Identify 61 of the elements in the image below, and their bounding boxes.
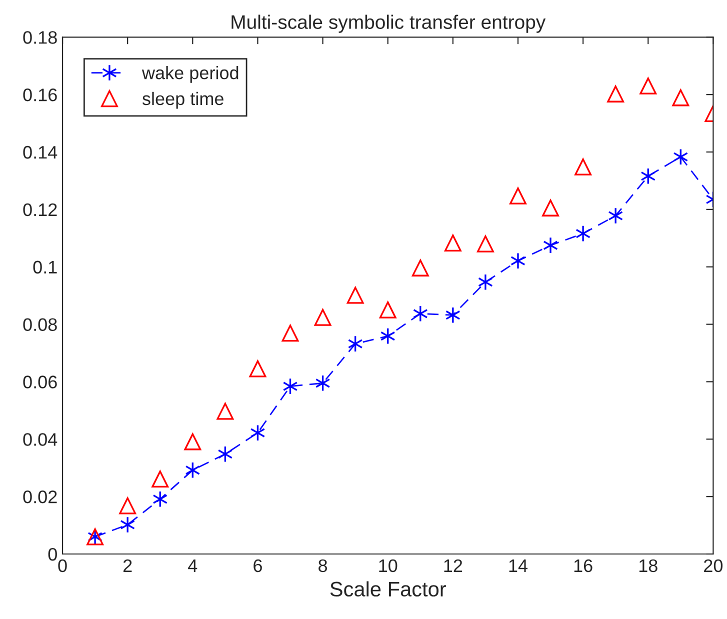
y-tick-label: 0 — [48, 548, 57, 561]
point — [152, 490, 168, 508]
y-tick-label: 0.04 — [23, 433, 58, 446]
point — [672, 89, 690, 106]
point — [250, 424, 266, 442]
legend-label: sleep time — [142, 92, 224, 109]
point — [445, 306, 460, 324]
point — [543, 236, 558, 254]
point — [152, 470, 169, 488]
point — [119, 497, 136, 514]
y-tick-label: 0.06 — [23, 376, 57, 388]
point — [510, 252, 526, 270]
point — [608, 207, 624, 224]
x-axis-title: Scale Factor — [330, 581, 446, 597]
y-tick-label: 0.02 — [23, 490, 57, 504]
point — [120, 516, 136, 534]
x-tick-label: 2 — [123, 559, 132, 572]
point — [478, 274, 493, 291]
point — [314, 308, 332, 326]
chart-title: Multi-scale symbolic transfer entropy — [232, 14, 546, 33]
point — [379, 301, 396, 318]
x-tick-label: 8 — [318, 559, 328, 572]
y-tick-label: 0.08 — [23, 318, 57, 332]
point — [574, 158, 592, 176]
y-tick-label: 0.1 — [33, 260, 57, 274]
point — [218, 446, 233, 463]
point — [640, 168, 656, 185]
legend-label: wake period — [142, 66, 238, 83]
x-tick-label: 10 — [379, 559, 398, 572]
x-tick-label: 4 — [188, 560, 198, 572]
x-tick-label: 14 — [509, 560, 528, 572]
point — [640, 77, 657, 94]
point — [185, 462, 200, 479]
x-tick-label: 20 — [704, 559, 723, 572]
point — [380, 328, 396, 345]
point — [412, 305, 428, 322]
y-tick-label: 0.18 — [23, 31, 57, 44]
x-tick-label: 6 — [254, 559, 262, 572]
x-tick-label: 18 — [639, 559, 658, 572]
point — [673, 148, 688, 166]
point — [576, 225, 591, 242]
y-tick-label: 0.14 — [23, 146, 58, 159]
point — [249, 360, 266, 378]
point — [476, 235, 494, 252]
point — [184, 433, 202, 450]
point — [607, 86, 624, 102]
x-tick-label: 16 — [574, 559, 592, 572]
point — [348, 335, 363, 352]
x-tick-label: 12 — [444, 559, 462, 572]
point — [346, 286, 364, 304]
point — [282, 378, 298, 395]
point — [412, 260, 429, 276]
point — [282, 324, 299, 342]
x-tick-label: 0 — [58, 559, 67, 572]
y-tick-label: 0.16 — [23, 88, 57, 102]
point — [444, 234, 462, 252]
point — [510, 187, 526, 204]
point — [216, 402, 234, 420]
point — [315, 374, 330, 392]
y-tick-label: 0.12 — [23, 203, 57, 216]
point — [542, 200, 559, 216]
